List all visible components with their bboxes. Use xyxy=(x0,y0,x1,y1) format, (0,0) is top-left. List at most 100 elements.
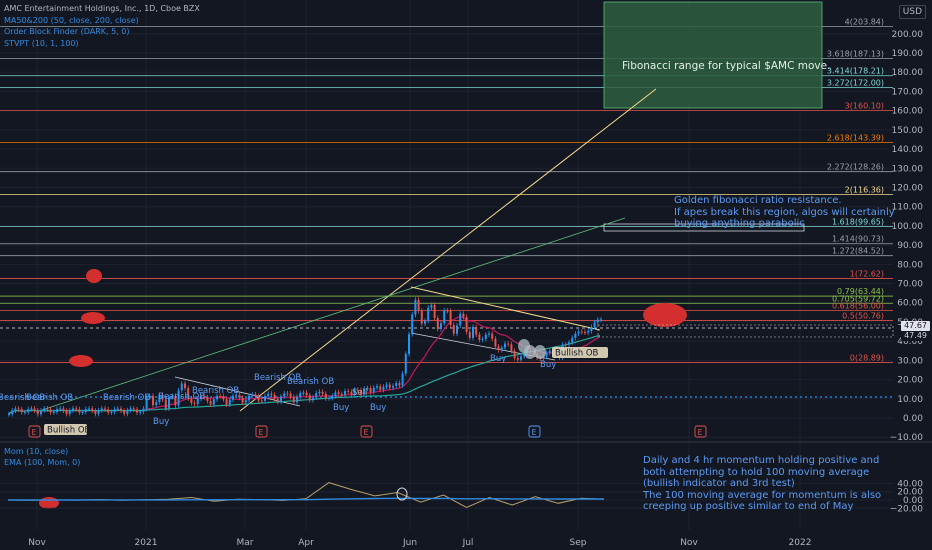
golden-ratio-note: Golden fibonacci ratio resistance. If ap… xyxy=(674,195,895,229)
candle-body xyxy=(139,411,142,413)
fib-label: 0.705(59.72) xyxy=(832,294,884,303)
candle-body xyxy=(235,395,238,397)
candle-body xyxy=(283,393,286,397)
candle-body xyxy=(488,333,490,335)
candle-body xyxy=(164,399,167,409)
candle-body xyxy=(580,331,583,333)
price-tick: 100.00 xyxy=(892,222,924,232)
fib-label: 3.272(172.00) xyxy=(827,79,884,88)
moving-averages xyxy=(7,316,601,415)
price-tick: 200.00 xyxy=(892,30,924,40)
sell-signal-label: Sell xyxy=(352,388,367,398)
earnings-marker-label: E xyxy=(32,428,37,437)
earnings-marker xyxy=(255,425,268,438)
candle-body xyxy=(254,394,257,397)
candle-body xyxy=(385,384,388,387)
price-tick: 140.00 xyxy=(892,145,924,155)
candle-body xyxy=(468,331,471,338)
candle-body xyxy=(491,333,494,339)
price-tick: 150.00 xyxy=(892,126,924,136)
earnings-marker xyxy=(694,425,707,438)
candle-body xyxy=(225,399,228,405)
time-tick: Nov xyxy=(28,538,46,548)
indicator-ob[interactable]: Order Block Finder (DARK, 5, 0) xyxy=(4,27,130,36)
candle-body xyxy=(152,395,154,406)
price-tick: 120.00 xyxy=(892,183,924,193)
indicator-mom[interactable]: Mom (10, close) xyxy=(4,447,69,456)
candle-body xyxy=(449,310,452,325)
indicator-stvpt[interactable]: STVPT (10, 1, 100) xyxy=(4,38,79,48)
candle-body xyxy=(484,334,487,339)
candle-body xyxy=(65,410,68,414)
golden-ratio-zone[interactable] xyxy=(603,223,805,232)
fib-label: 3.414(178.21) xyxy=(827,67,884,76)
candle-body xyxy=(510,344,513,351)
candle-body xyxy=(206,397,209,402)
candle-body xyxy=(184,383,186,389)
momentum-highlight xyxy=(396,487,408,501)
fib-label: 0.618(56.00) xyxy=(832,301,884,310)
momentum-note: Daily and 4 hr momentum holding positive… xyxy=(643,455,882,512)
earnings-marker-label: E xyxy=(259,428,264,437)
candle-body xyxy=(574,333,577,338)
bearish-ob-label: Bearish OB xyxy=(158,392,205,402)
buy-signal-label: Buy xyxy=(490,354,506,364)
highlight-blob xyxy=(86,269,102,283)
candle-body xyxy=(91,408,94,411)
candle-body xyxy=(456,325,458,334)
candle-body xyxy=(62,408,65,411)
fibonacci-target-box[interactable] xyxy=(603,1,823,109)
time-tick: 2022 xyxy=(789,538,812,548)
fib-label: 1.618(99.65) xyxy=(832,218,884,227)
candle-body xyxy=(408,334,410,354)
candle-body xyxy=(270,393,273,395)
candle-body xyxy=(216,396,218,400)
candle-body xyxy=(299,393,302,397)
candle-body xyxy=(420,310,423,324)
candle-body xyxy=(430,305,433,308)
currency-label[interactable]: USD xyxy=(898,5,926,19)
candle-body xyxy=(84,409,87,412)
earnings-marker xyxy=(28,425,41,438)
price-tick: 180.00 xyxy=(892,68,924,78)
candle-body xyxy=(312,397,314,401)
candle-body xyxy=(196,398,199,404)
candle-body xyxy=(516,357,519,360)
momentum-ema-line xyxy=(8,497,604,501)
candle-body xyxy=(52,412,55,414)
bullish-ob-label: Bullish OB xyxy=(555,349,599,359)
candle-body xyxy=(600,319,602,321)
last-price-tag: 47.67 xyxy=(901,321,930,331)
chart-legend: AMC Entertainment Holdings, Inc., 1D, Cb… xyxy=(4,3,200,49)
candle-body xyxy=(513,350,516,358)
candle-body xyxy=(222,396,225,400)
candle-body xyxy=(116,408,119,410)
candle-body xyxy=(190,398,193,403)
candle-body xyxy=(24,412,26,414)
ob-pill xyxy=(552,347,608,358)
earnings-marker-label: E xyxy=(364,428,369,437)
candle-body xyxy=(11,410,14,415)
earnings-marker-label: E xyxy=(532,428,537,437)
candle-body xyxy=(401,373,404,386)
candle-body xyxy=(20,409,23,413)
candle-body xyxy=(302,392,305,394)
time-tick: Nov xyxy=(680,538,698,548)
candle-body xyxy=(328,398,330,400)
candle-body xyxy=(30,408,33,410)
candle-body xyxy=(113,408,116,412)
candle-body xyxy=(46,408,49,410)
indicator-ema[interactable]: EMA (100, Mom, 0) xyxy=(4,458,81,467)
candle-body xyxy=(465,317,468,332)
indicator-ma[interactable]: MA50&200 (50, close, 200, close) xyxy=(4,15,139,25)
price-axis: −10.000.0010.0020.0030.0040.0050.0060.00… xyxy=(890,30,924,443)
candle-body xyxy=(545,353,548,357)
time-tick: Mar xyxy=(237,538,254,548)
candle-body xyxy=(296,396,298,403)
fib-label: 2.272(128.26) xyxy=(827,163,884,172)
candle-body xyxy=(427,307,430,321)
candle-body xyxy=(356,389,359,391)
candle-body xyxy=(353,389,356,395)
